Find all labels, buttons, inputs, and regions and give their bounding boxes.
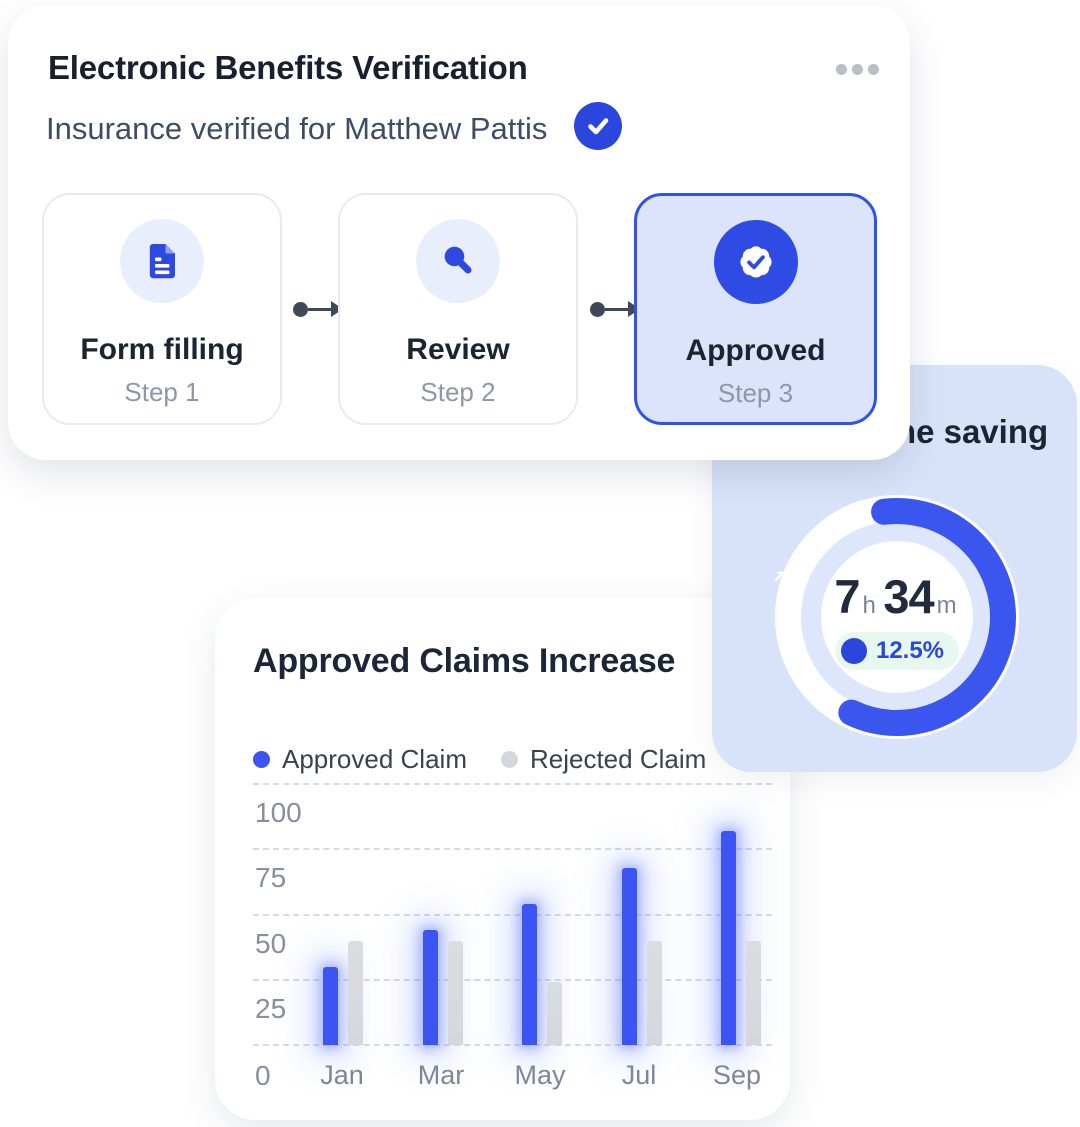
- step-label: Approved: [685, 334, 826, 367]
- benefits-verification-card: Electronic Benefits Verification Insuran…: [8, 5, 910, 460]
- verification-subtitle: Insurance verified for Matthew Pattis: [46, 111, 548, 146]
- step-card-review[interactable]: Review Step 2: [338, 193, 578, 425]
- step-arrow-icon: [293, 300, 343, 318]
- step-card-form-filling[interactable]: Form filling Step 1: [42, 193, 282, 425]
- ellipsis-menu-icon[interactable]: [836, 64, 879, 75]
- chart-plot: 25 50 75 100 0 Jan Mar May Jul Sep: [253, 783, 772, 1091]
- x-axis: 0 Jan Mar May Jul Sep: [253, 1060, 772, 1092]
- search-icon: [444, 246, 472, 274]
- approved-claims-card: Approved Claims Increase Approved Claim …: [215, 598, 790, 1120]
- donut-chart-icon: [775, 495, 1019, 739]
- approved-legend-dot-icon: [253, 751, 270, 768]
- rejected-bar-jan: [348, 940, 363, 1045]
- rejected-legend-dot-icon: [500, 751, 518, 768]
- chart-legend: Approved Claim Rejected Claim: [253, 744, 706, 775]
- gridline: [253, 1044, 772, 1046]
- rejected-bar-sep: [746, 940, 761, 1045]
- y-tick-label: 25: [255, 992, 287, 1024]
- document-icon: [149, 244, 175, 279]
- minutes-unit: m: [936, 592, 957, 619]
- step-number: Step 1: [124, 377, 200, 407]
- approved-bar-mar: [422, 930, 438, 1045]
- approved-bar-jul: [621, 867, 637, 1045]
- rejected-bar-jul: [646, 940, 662, 1045]
- step-label: Form filling: [80, 333, 244, 366]
- step-label: Review: [406, 333, 510, 366]
- x-tick-label: Jul: [621, 1060, 657, 1090]
- y-tick-label: 0: [255, 1060, 271, 1091]
- trend-up-arrow-icon: [775, 571, 867, 664]
- delta-value: 12.5%: [875, 637, 945, 664]
- gridline: [253, 913, 772, 916]
- y-tick-label: 75: [255, 862, 287, 894]
- step-arrow-icon: [590, 300, 640, 318]
- legend-item-approved: Approved Claim: [253, 744, 467, 775]
- hours-unit: h: [862, 592, 876, 619]
- minutes-value: 34: [883, 570, 934, 623]
- step-number: Step 3: [717, 378, 794, 408]
- progress-arc: [778, 498, 1016, 736]
- legend-label: Approved Claim: [282, 744, 467, 774]
- approved-bar-may: [522, 904, 537, 1045]
- delta-badge: 12.5%: [775, 571, 960, 670]
- approved-bar-jan: [323, 966, 338, 1045]
- approved-bar-sep: [721, 830, 736, 1045]
- gridline: [253, 848, 772, 851]
- chart-title: Approved Claims Increase: [253, 642, 676, 680]
- legend-item-rejected: Rejected Claim: [500, 744, 707, 775]
- page-title: Electronic Benefits Verification: [48, 49, 528, 86]
- rejected-bar-mar: [447, 940, 463, 1045]
- badge-check-icon: [739, 246, 772, 278]
- legend-label: Rejected Claim: [529, 744, 707, 774]
- x-tick-label: Jan: [320, 1060, 364, 1090]
- check-circle-icon: [574, 102, 622, 150]
- gridline: [253, 978, 772, 981]
- step-number: Step 2: [420, 377, 496, 407]
- x-tick-label: Mar: [417, 1060, 465, 1090]
- y-tick-label: 100: [255, 797, 302, 828]
- x-tick-label: May: [514, 1060, 566, 1090]
- y-tick-label: 50: [255, 927, 287, 959]
- step-card-approved[interactable]: Approved Step 3: [634, 193, 877, 425]
- gridline: [253, 783, 772, 785]
- hours-value: 7: [834, 570, 860, 623]
- x-tick-label: Sep: [712, 1060, 762, 1090]
- rejected-bar-may: [547, 982, 562, 1045]
